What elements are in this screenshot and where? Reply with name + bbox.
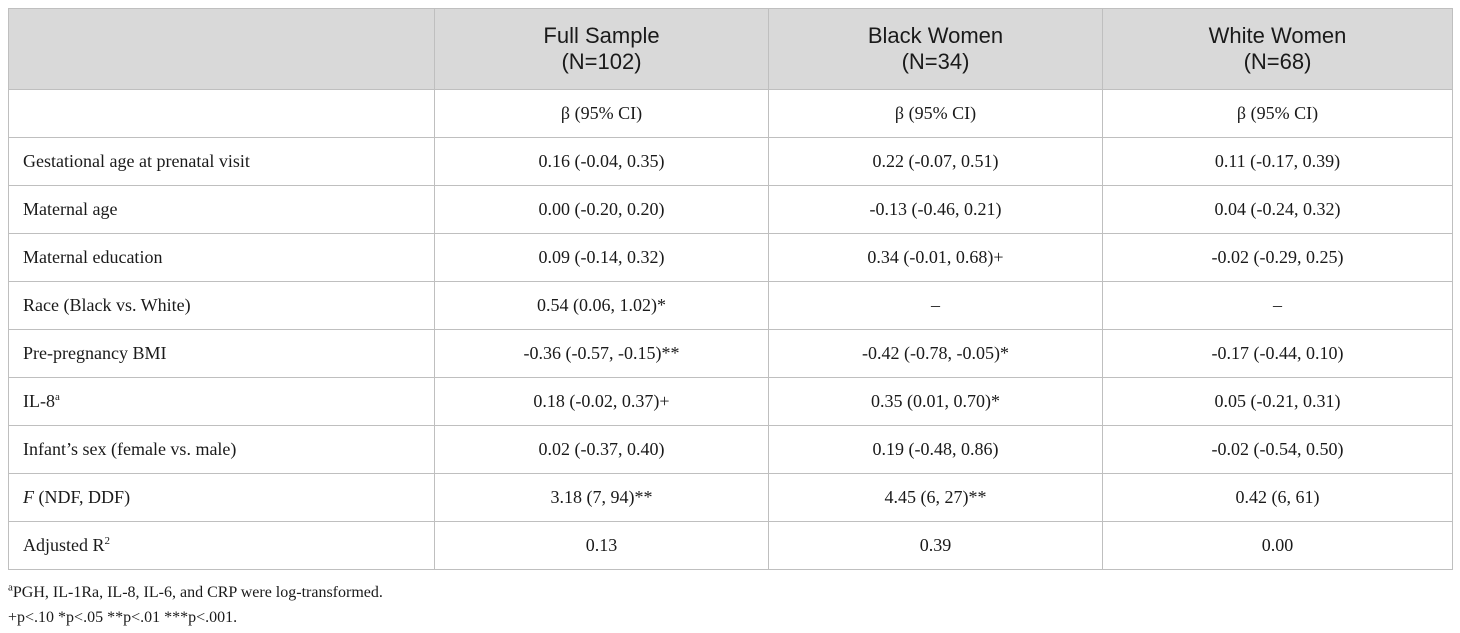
row-label: Gestational age at prenatal visit bbox=[8, 137, 435, 186]
table-header-row: Full Sample (N=102) Black Women (N=34) W… bbox=[8, 8, 1453, 90]
table-row: Infant’s sex (female vs. male) 0.02 (-0.… bbox=[8, 425, 1453, 474]
footnote-marker: a bbox=[8, 581, 13, 594]
table-cell: 4.45 (6, 27)** bbox=[768, 473, 1103, 522]
table-cell: 3.18 (7, 94)** bbox=[434, 473, 769, 522]
row-label-cell: F (NDF, DDF) bbox=[8, 473, 435, 522]
table-cell: -0.36 (-0.57, -0.15)** bbox=[434, 329, 769, 378]
regression-table: Full Sample (N=102) Black Women (N=34) W… bbox=[8, 8, 1453, 570]
footnote-a-text: PGH, IL-1Ra, IL-8, IL-6, and CRP were lo… bbox=[12, 584, 383, 601]
superscript: 2 bbox=[104, 535, 111, 547]
table-cell: -0.13 (-0.46, 0.21) bbox=[768, 185, 1103, 234]
row-label: Pre-pregnancy BMI bbox=[8, 329, 435, 378]
table-cell: 0.42 (6, 61) bbox=[1102, 473, 1453, 522]
adjusted-r2-row: Adjusted R2 0.13 0.39 0.00 bbox=[8, 521, 1453, 570]
table-cell: 0.54 (0.06, 1.02)* bbox=[434, 281, 769, 330]
row-label: Maternal education bbox=[8, 233, 435, 282]
header-white-women: White Women (N=68) bbox=[1102, 8, 1453, 90]
f-symbol: F bbox=[23, 487, 34, 507]
footnote-a: aPGH, IL-1Ra, IL-8, IL-6, and CRP were l… bbox=[8, 580, 383, 605]
header-black-women-n: (N=34) bbox=[901, 49, 970, 74]
table-cell: 0.00 (-0.20, 0.20) bbox=[434, 185, 769, 234]
row-label: Race (Black vs. White) bbox=[8, 281, 435, 330]
table-cell: β (95% CI) bbox=[434, 89, 769, 138]
header-white-women-n: (N=68) bbox=[1243, 49, 1312, 74]
row-label: Infant’s sex (female vs. male) bbox=[8, 425, 435, 474]
table-cell: 0.00 bbox=[1102, 521, 1453, 570]
table-cell: – bbox=[1102, 281, 1453, 330]
table-cell: -0.02 (-0.54, 0.50) bbox=[1102, 425, 1453, 474]
row-label: Adjusted R bbox=[23, 535, 105, 555]
table-cell: – bbox=[768, 281, 1103, 330]
table-cell: 0.16 (-0.04, 0.35) bbox=[434, 137, 769, 186]
significance-note: +p<.10 *p<.05 **p<.01 ***p<.001. bbox=[8, 609, 238, 626]
table-cell: β (95% CI) bbox=[1102, 89, 1453, 138]
row-label-cell: Adjusted R2 bbox=[8, 521, 435, 570]
table-row: Maternal education 0.09 (-0.14, 0.32) 0.… bbox=[8, 233, 1453, 282]
regression-table-container: Full Sample (N=102) Black Women (N=34) W… bbox=[8, 8, 1453, 570]
stat-row-label bbox=[8, 89, 435, 138]
table-row: Maternal age 0.00 (-0.20, 0.20) -0.13 (-… bbox=[8, 185, 1453, 234]
stat-label-row: β (95% CI) β (95% CI) β (95% CI) bbox=[8, 89, 1453, 138]
row-label: (NDF, DDF) bbox=[34, 487, 131, 507]
row-label-cell: IL-8a bbox=[8, 377, 435, 426]
table-row: Gestational age at prenatal visit 0.16 (… bbox=[8, 137, 1453, 186]
table-cell: 0.22 (-0.07, 0.51) bbox=[768, 137, 1103, 186]
table-row: IL-8a 0.18 (-0.02, 0.37)+ 0.35 (0.01, 0.… bbox=[8, 377, 1453, 426]
row-label: Maternal age bbox=[8, 185, 435, 234]
table-cell: 0.02 (-0.37, 0.40) bbox=[434, 425, 769, 474]
header-black-women: Black Women (N=34) bbox=[768, 8, 1103, 90]
table-cell: 0.11 (-0.17, 0.39) bbox=[1102, 137, 1453, 186]
table-cell: -0.02 (-0.29, 0.25) bbox=[1102, 233, 1453, 282]
table-cell: 0.05 (-0.21, 0.31) bbox=[1102, 377, 1453, 426]
table-cell: 0.34 (-0.01, 0.68)+ bbox=[768, 233, 1103, 282]
table-cell: 0.19 (-0.48, 0.86) bbox=[768, 425, 1103, 474]
table-cell: 0.39 bbox=[768, 521, 1103, 570]
header-white-women-title: White Women bbox=[1208, 23, 1347, 48]
header-black-women-title: Black Women bbox=[867, 23, 1004, 48]
table-cell: -0.42 (-0.78, -0.05)* bbox=[768, 329, 1103, 378]
table-cell: 0.04 (-0.24, 0.32) bbox=[1102, 185, 1453, 234]
header-blank-cell bbox=[8, 8, 435, 90]
header-full-sample: Full Sample (N=102) bbox=[434, 8, 769, 90]
header-full-sample-n: (N=102) bbox=[561, 49, 642, 74]
table-cell: β (95% CI) bbox=[768, 89, 1103, 138]
header-full-sample-title: Full Sample bbox=[543, 23, 660, 48]
table-row: Pre-pregnancy BMI -0.36 (-0.57, -0.15)**… bbox=[8, 329, 1453, 378]
table-row: Race (Black vs. White) 0.54 (0.06, 1.02)… bbox=[8, 281, 1453, 330]
table-cell: 0.13 bbox=[434, 521, 769, 570]
table-cell: -0.17 (-0.44, 0.10) bbox=[1102, 329, 1453, 378]
table-cell: 0.09 (-0.14, 0.32) bbox=[434, 233, 769, 282]
table-footnotes: aPGH, IL-1Ra, IL-8, IL-6, and CRP were l… bbox=[8, 580, 383, 630]
table-cell: 0.35 (0.01, 0.70)* bbox=[768, 377, 1103, 426]
table-cell: 0.18 (-0.02, 0.37)+ bbox=[434, 377, 769, 426]
footnote-marker: a bbox=[54, 391, 60, 403]
f-statistic-row: F (NDF, DDF) 3.18 (7, 94)** 4.45 (6, 27)… bbox=[8, 473, 1453, 522]
row-label: IL-8 bbox=[23, 391, 55, 411]
